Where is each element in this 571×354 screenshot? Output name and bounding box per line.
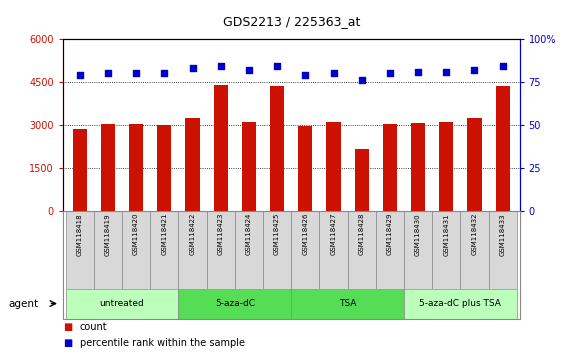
Point xyxy=(470,67,479,73)
Text: GSM118427: GSM118427 xyxy=(331,213,336,256)
Point xyxy=(301,72,310,78)
Bar xyxy=(178,289,291,319)
Text: GSM118422: GSM118422 xyxy=(190,213,195,255)
Point xyxy=(131,70,140,76)
Bar xyxy=(242,122,256,211)
Bar xyxy=(348,211,376,289)
Bar xyxy=(411,123,425,211)
Bar xyxy=(468,118,481,211)
Point xyxy=(103,70,112,76)
Bar xyxy=(319,211,348,289)
Bar xyxy=(263,211,291,289)
Text: GSM118432: GSM118432 xyxy=(472,213,477,256)
Bar xyxy=(404,289,517,319)
Bar xyxy=(376,211,404,289)
Bar xyxy=(214,85,228,211)
Bar xyxy=(186,118,200,211)
Bar xyxy=(178,211,207,289)
Text: TSA: TSA xyxy=(339,299,356,308)
Text: GSM118433: GSM118433 xyxy=(500,213,506,256)
Point xyxy=(442,69,451,74)
Bar xyxy=(489,211,517,289)
Text: agent: agent xyxy=(9,298,39,309)
Bar xyxy=(157,125,171,211)
Bar xyxy=(432,211,460,289)
Point xyxy=(272,64,282,69)
Point xyxy=(413,69,423,74)
Point xyxy=(216,64,226,69)
Bar xyxy=(439,122,453,211)
Text: ■: ■ xyxy=(63,322,72,332)
Bar xyxy=(207,211,235,289)
Bar xyxy=(496,86,510,211)
Text: GSM118421: GSM118421 xyxy=(162,213,167,256)
Point xyxy=(75,72,85,78)
Bar xyxy=(101,124,115,211)
Bar xyxy=(94,211,122,289)
Bar xyxy=(383,124,397,211)
Point xyxy=(244,67,254,73)
Text: 5-aza-dC: 5-aza-dC xyxy=(215,299,255,308)
Point xyxy=(188,65,197,71)
Bar xyxy=(129,124,143,211)
Text: GSM118424: GSM118424 xyxy=(246,213,252,255)
Text: GSM118430: GSM118430 xyxy=(415,213,421,256)
Text: GSM118425: GSM118425 xyxy=(274,213,280,255)
Text: GSM118426: GSM118426 xyxy=(302,213,308,256)
Bar xyxy=(327,122,340,211)
Text: 5-aza-dC plus TSA: 5-aza-dC plus TSA xyxy=(420,299,501,308)
Text: GSM118431: GSM118431 xyxy=(443,213,449,256)
Bar xyxy=(235,211,263,289)
Text: GSM118420: GSM118420 xyxy=(133,213,139,256)
Bar xyxy=(66,211,94,289)
Point xyxy=(385,70,395,76)
Point xyxy=(498,64,507,69)
Bar xyxy=(66,289,178,319)
Bar xyxy=(355,149,369,211)
Text: GSM118418: GSM118418 xyxy=(77,213,83,256)
Point xyxy=(357,77,366,83)
Text: GSM118429: GSM118429 xyxy=(387,213,393,256)
Text: GSM118419: GSM118419 xyxy=(105,213,111,256)
Bar xyxy=(298,126,312,211)
Text: untreated: untreated xyxy=(100,299,144,308)
Text: count: count xyxy=(80,322,107,332)
Point xyxy=(160,70,169,76)
Point xyxy=(329,70,338,76)
Bar xyxy=(460,211,489,289)
Bar xyxy=(122,211,150,289)
Bar xyxy=(291,211,319,289)
Bar xyxy=(270,86,284,211)
Text: GSM118423: GSM118423 xyxy=(218,213,224,256)
Bar xyxy=(404,211,432,289)
Text: percentile rank within the sample: percentile rank within the sample xyxy=(80,338,245,348)
Text: ■: ■ xyxy=(63,338,72,348)
Bar xyxy=(73,129,87,211)
Text: GDS2213 / 225363_at: GDS2213 / 225363_at xyxy=(223,15,360,28)
Bar xyxy=(291,289,404,319)
Bar xyxy=(150,211,178,289)
Text: GSM118428: GSM118428 xyxy=(359,213,365,256)
